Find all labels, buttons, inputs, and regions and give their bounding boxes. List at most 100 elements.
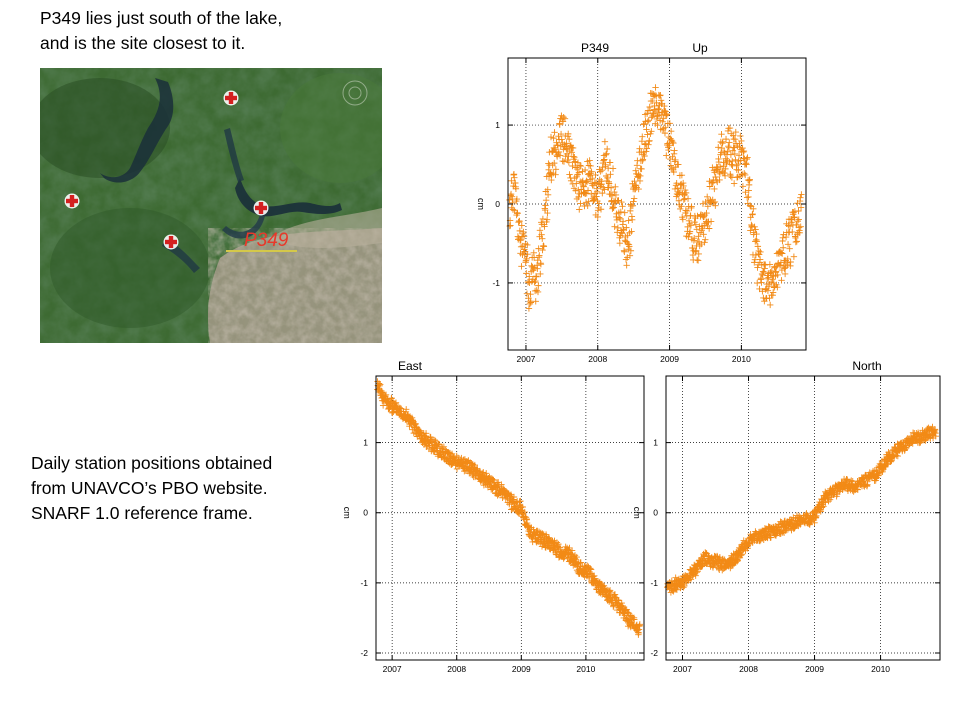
- data-point-marker: [755, 251, 763, 258]
- data-point-marker: [740, 155, 747, 162]
- plot-frame: [375, 375, 645, 661]
- data-point-marker: [671, 158, 678, 165]
- data-point-marker: [527, 297, 534, 305]
- data-point-marker: [726, 139, 733, 146]
- data-point-marker: [654, 112, 662, 119]
- data-point-marker: [781, 270, 789, 278]
- data-point-marker: [743, 155, 751, 163]
- data-point-marker: [665, 133, 673, 141]
- data-point-marker: [675, 188, 682, 196]
- data-point-marker: [708, 179, 716, 187]
- data-point-marker: [583, 178, 591, 185]
- data-point-marker: [584, 187, 592, 194]
- data-point-marker: [540, 243, 548, 250]
- data-point-marker: [734, 160, 742, 168]
- data-point-marker: [750, 205, 757, 212]
- data-point-marker: [699, 225, 706, 232]
- data-point-marker: [524, 250, 531, 258]
- data-point-marker: [727, 172, 734, 180]
- data-point-marker: [746, 176, 753, 183]
- data-point-marker: [607, 184, 615, 191]
- data-point-marker: [532, 298, 539, 305]
- red-cross-marker: [253, 200, 269, 216]
- data-point-marker: [722, 165, 729, 173]
- data-point-marker: [894, 452, 902, 460]
- data-point-marker: [700, 213, 708, 220]
- data-point-marker: [757, 248, 764, 256]
- data-point-marker: [612, 183, 619, 191]
- data-point-marker: [636, 621, 644, 628]
- data-point-marker: [572, 164, 580, 171]
- data-point-marker: [645, 141, 652, 148]
- data-point-marker: [510, 493, 518, 501]
- caption-data-source: Daily station positions obtained from UN…: [31, 451, 272, 526]
- data-point-marker: [623, 224, 630, 231]
- data-point-marker: [392, 399, 400, 406]
- data-point-marker: [558, 136, 565, 143]
- data-point-marker: [657, 92, 664, 99]
- data-point-marker: [556, 121, 563, 128]
- data-point-marker: [649, 97, 656, 105]
- data-point-marker: [663, 111, 671, 118]
- data-point-marker: [672, 156, 679, 164]
- data-point-marker: [694, 568, 701, 575]
- data-point-marker: [545, 534, 553, 541]
- data-point-marker: [737, 132, 744, 140]
- data-point-marker: [586, 157, 593, 164]
- y-tick-label: 0: [363, 508, 368, 518]
- data-point-marker: [534, 288, 542, 296]
- data-point-marker: [686, 574, 693, 581]
- data-point-marker: [752, 251, 760, 259]
- data-point-marker: [699, 200, 707, 207]
- data-point-marker: [797, 194, 804, 201]
- plot-frame: [507, 57, 807, 351]
- data-point-marker: [700, 231, 707, 238]
- data-point-marker: [602, 161, 609, 168]
- data-point-marker: [531, 279, 538, 286]
- data-point-marker: [630, 195, 638, 202]
- data-point-marker: [692, 221, 700, 228]
- data-point-marker: [537, 261, 545, 268]
- data-point-marker: [628, 216, 636, 224]
- data-point-marker: [656, 117, 664, 124]
- data-point-marker: [560, 113, 567, 121]
- data-point-marker: [729, 147, 737, 154]
- data-point-marker: [668, 164, 675, 172]
- data-point-marker: [721, 169, 728, 177]
- data-point-marker: [766, 301, 774, 309]
- data-point-marker: [685, 217, 693, 224]
- data-point-marker: [610, 204, 617, 211]
- data-point-marker: [730, 180, 738, 187]
- data-point-marker: [753, 238, 761, 245]
- data-point-marker: [685, 233, 692, 241]
- data-point-marker: [603, 145, 611, 153]
- data-point-marker: [597, 168, 604, 175]
- data-point-marker: [792, 238, 800, 246]
- data-point-marker: [797, 204, 805, 211]
- data-point-marker: [509, 206, 517, 213]
- data-point-marker: [667, 127, 675, 135]
- data-point-marker: [523, 255, 530, 263]
- data-point-marker: [517, 497, 524, 505]
- data-point-marker: [747, 214, 754, 221]
- data-point-marker: [822, 499, 829, 506]
- data-point-marker: [616, 240, 624, 247]
- data-point-marker: [737, 552, 745, 559]
- y-tick-label: 1: [363, 438, 368, 448]
- data-point-marker: [777, 249, 784, 256]
- data-point-marker: [436, 441, 443, 448]
- data-point-marker: [695, 233, 702, 240]
- data-point-marker: [753, 236, 760, 244]
- data-point-marker: [602, 151, 610, 158]
- data-point-marker: [665, 146, 672, 154]
- data-point-marker: [587, 566, 595, 573]
- data-point-marker: [790, 253, 798, 260]
- data-point-marker: [646, 107, 654, 114]
- data-point-marker: [722, 135, 730, 143]
- data-point-marker: [609, 165, 617, 172]
- data-point-marker: [779, 250, 786, 257]
- x-tick-label: 2009: [660, 354, 679, 364]
- data-point-marker: [769, 276, 776, 283]
- data-point-marker: [825, 498, 832, 505]
- data-point-marker: [610, 602, 618, 609]
